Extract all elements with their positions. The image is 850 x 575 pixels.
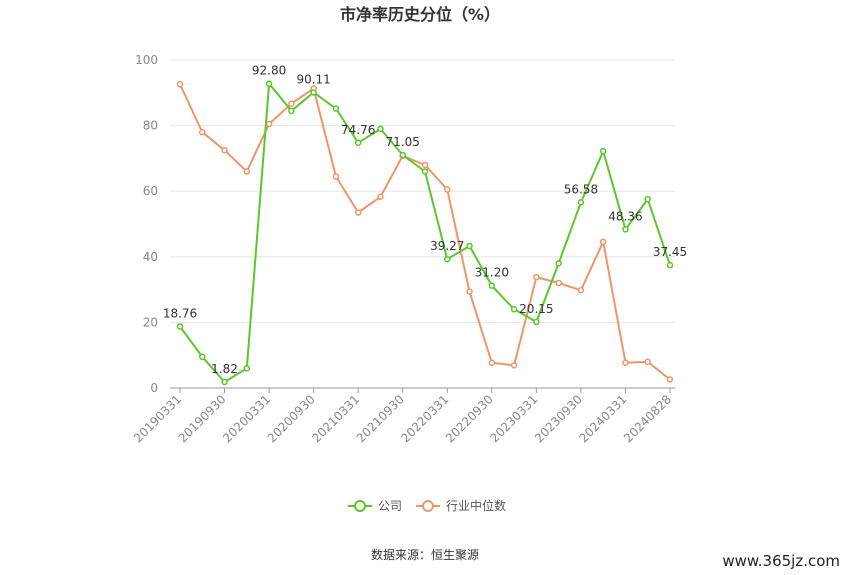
data-point	[555, 279, 562, 287]
data-point	[622, 359, 629, 366]
data-label: 71.05	[386, 135, 420, 149]
y-tick-label: 20	[143, 315, 158, 329]
data-point	[533, 318, 540, 326]
data-point	[644, 195, 651, 203]
data-label: 18.76	[163, 306, 197, 320]
data-point	[488, 359, 496, 366]
data-point	[488, 282, 496, 289]
data-point	[466, 242, 473, 250]
data-point	[377, 125, 384, 133]
data-point	[243, 168, 251, 175]
data-label: 90.11	[296, 72, 330, 86]
data-point	[555, 260, 562, 267]
data-point	[377, 193, 384, 201]
data-label: 74.76	[341, 123, 375, 137]
legend-marker	[422, 500, 434, 512]
grid-lines	[170, 59, 675, 323]
data-point	[533, 273, 540, 281]
watermark: www.365jz.com	[722, 552, 840, 570]
data-point	[176, 81, 184, 88]
data-label: 37.45	[653, 245, 687, 259]
data-point	[622, 226, 629, 233]
data-point	[354, 139, 362, 147]
x-axis: 2019033120190930202003312020093020210331…	[131, 387, 675, 445]
data-point	[421, 161, 429, 169]
data-point	[577, 199, 585, 206]
data-point	[310, 89, 317, 96]
data-point	[666, 376, 674, 383]
data-point	[243, 365, 251, 372]
data-point	[332, 173, 340, 180]
data-source: 数据来源：恒生聚源	[371, 547, 479, 562]
data-label: 1.82	[211, 362, 238, 376]
data-label: 92.80	[252, 64, 286, 78]
data-label: 39.27	[430, 239, 464, 253]
data-point	[444, 255, 451, 263]
legend-item[interactable]: 行业中位数	[416, 498, 506, 513]
data-label: 31.20	[475, 266, 509, 280]
data-point	[199, 128, 206, 136]
legend-item[interactable]: 公司	[348, 499, 402, 513]
y-tick-label: 40	[143, 250, 158, 264]
data-label: 48.36	[608, 209, 642, 223]
chart-title: 市净率历史分位（%）	[340, 5, 500, 24]
series-layer	[176, 80, 674, 386]
y-tick-label: 80	[143, 119, 158, 133]
data-point	[221, 146, 228, 154]
data-point	[332, 105, 340, 112]
data-point	[666, 261, 674, 269]
data-point	[265, 80, 273, 87]
data-label: 56.58	[564, 182, 598, 196]
data-point	[466, 288, 473, 295]
data-point	[354, 209, 362, 216]
data-label: 20.15	[519, 302, 553, 316]
data-point	[221, 378, 228, 386]
legend-label: 公司	[378, 499, 402, 513]
y-tick-label: 60	[143, 184, 158, 198]
data-point	[421, 168, 429, 175]
series-line	[179, 82, 671, 383]
legend-label: 行业中位数	[446, 498, 506, 513]
data-labels: 18.76 1.82 92.80 90.11 74.76 71.05 39.27 31.20 2…	[163, 64, 687, 376]
data-point	[399, 151, 406, 159]
legend[interactable]: 公司 行业中位数	[348, 498, 506, 513]
data-point	[265, 120, 273, 128]
data-point	[510, 362, 518, 369]
y-tick-label: 100	[135, 53, 158, 67]
data-point	[176, 323, 184, 330]
data-point	[599, 238, 607, 245]
data-point	[577, 287, 585, 294]
data-point	[599, 147, 607, 155]
y-tick-label: 0	[150, 381, 158, 395]
data-point	[644, 358, 651, 366]
series-line	[179, 83, 671, 381]
y-axis: 0 20 40 60 80 100	[135, 53, 158, 395]
data-point	[444, 186, 451, 193]
data-point	[288, 100, 295, 107]
data-point	[288, 107, 295, 115]
data-point	[510, 306, 518, 313]
data-point	[199, 353, 206, 361]
legend-marker	[354, 500, 366, 512]
x-tick-label: 20240828	[621, 392, 674, 445]
